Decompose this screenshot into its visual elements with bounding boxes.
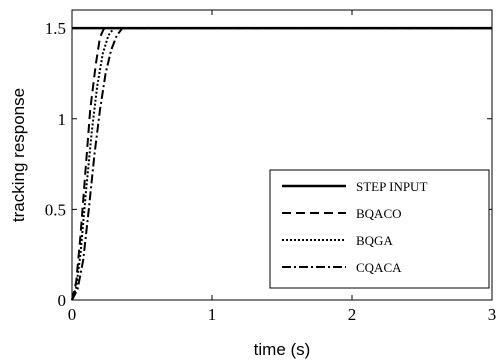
series-lines xyxy=(71,26,492,301)
y-tick-label: 0 xyxy=(58,291,67,310)
x-tick-label: 0 xyxy=(68,305,77,324)
y-tick-label: 0.5 xyxy=(45,200,66,219)
x-tick-label: 1 xyxy=(208,305,217,324)
legend-label: BQGA xyxy=(356,233,393,248)
series-line-bqaco xyxy=(71,27,492,301)
series-line-bqga xyxy=(71,27,492,301)
y-tick-label: 1 xyxy=(58,110,67,129)
legend-label: STEP INPUT xyxy=(356,179,427,194)
legend: STEP INPUT BQACO BQGA CQACA xyxy=(269,169,490,289)
y-axis-label: tracking response xyxy=(9,88,28,222)
y-tick-label: 1.5 xyxy=(45,19,66,38)
x-tick-label: 3 xyxy=(488,305,497,324)
legend-label: BQACO xyxy=(356,206,402,221)
legend-label: CQACA xyxy=(356,260,402,275)
x-tick-label: 2 xyxy=(348,305,357,324)
legend-box xyxy=(269,169,490,289)
y-axis-ticks: 0 0.5 1 1.5 xyxy=(45,19,492,310)
series-line-cqaca xyxy=(71,27,492,301)
x-axis-label: time (s) xyxy=(254,340,311,359)
